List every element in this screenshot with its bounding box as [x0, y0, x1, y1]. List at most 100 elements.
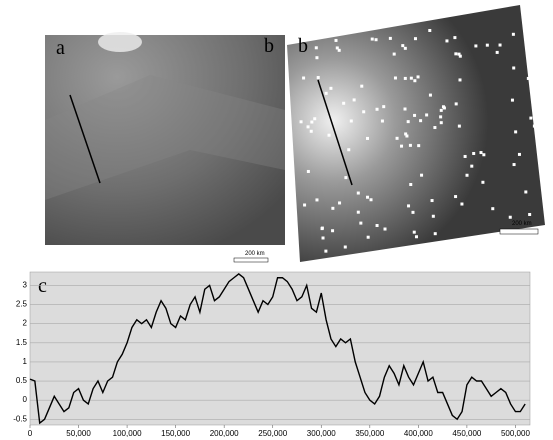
bright-dot	[353, 98, 356, 101]
bright-dot	[315, 56, 318, 59]
bright-dot	[413, 114, 416, 117]
corner-label: b	[264, 35, 274, 57]
y-tick-label: 0.5	[16, 376, 28, 385]
figure: a b 200 km b 200 km c-0.500.511.522.5305…	[0, 0, 553, 440]
x-tick-label: 500,000	[501, 429, 530, 438]
bright-dot	[382, 105, 385, 108]
bright-dot	[384, 228, 387, 231]
bright-dot	[514, 130, 517, 133]
bright-dot	[370, 198, 373, 201]
x-tick-label: 0	[28, 429, 33, 438]
bright-dot	[315, 46, 318, 49]
x-tick-label: 450,000	[452, 429, 481, 438]
bright-dot	[321, 227, 324, 230]
bright-dot	[482, 153, 485, 156]
bright-dot	[434, 232, 437, 235]
bright-dot	[389, 37, 392, 40]
panel-b: b 200 km	[287, 5, 545, 262]
bright-dot	[347, 148, 350, 151]
bright-dot	[464, 155, 467, 158]
bright-dot	[458, 125, 461, 128]
bright-dot	[439, 115, 442, 118]
bright-dot	[433, 126, 436, 129]
bright-dot	[428, 29, 431, 32]
bright-dot	[350, 119, 353, 122]
bright-dot	[367, 236, 370, 239]
x-tick-label: 100,000	[113, 429, 142, 438]
bright-dot	[344, 176, 347, 179]
bright-dot	[371, 38, 374, 41]
bright-dot	[328, 134, 331, 137]
bright-dot	[357, 192, 360, 195]
bright-dot	[496, 51, 499, 54]
bright-dot	[342, 102, 345, 105]
bright-dot	[329, 87, 332, 90]
x-tick-label: 50,000	[66, 429, 91, 438]
bright-dot	[445, 39, 448, 42]
bright-dot	[419, 119, 422, 122]
bright-dot	[360, 85, 363, 88]
plot-background	[30, 272, 530, 425]
bright-dot	[336, 46, 339, 49]
bright-dot	[394, 76, 397, 79]
bright-dot	[429, 94, 432, 97]
bright-dot	[533, 125, 536, 128]
bright-dot	[454, 195, 457, 198]
x-tick-label: 400,000	[404, 429, 433, 438]
bright-dot	[344, 246, 347, 249]
bright-dot	[411, 211, 414, 214]
bright-dot	[317, 76, 320, 79]
y-tick-label: 3	[23, 280, 28, 289]
bright-dot	[413, 79, 416, 82]
bright-dot	[420, 174, 423, 177]
bright-dot	[509, 216, 512, 219]
bright-dot	[417, 75, 420, 78]
y-tick-label: -0.5	[13, 414, 27, 423]
bright-dot	[518, 153, 521, 156]
bright-dot	[511, 99, 514, 102]
bright-dot	[303, 203, 306, 206]
bright-dot	[366, 137, 369, 140]
bright-dot	[325, 92, 328, 95]
bright-dot	[322, 236, 325, 239]
bright-dot	[528, 213, 531, 216]
x-tick-label: 250,000	[258, 429, 287, 438]
y-tick-label: 0	[23, 395, 28, 404]
bright-dot	[366, 196, 369, 199]
bright-dot	[472, 152, 475, 155]
bright-dot	[404, 77, 407, 80]
bright-dot	[527, 77, 530, 80]
x-tick-label: 200,000	[210, 429, 239, 438]
y-tick-label: 2	[23, 319, 28, 328]
bright-dot	[401, 44, 404, 47]
bright-dot	[376, 224, 379, 227]
bright-dot	[335, 39, 338, 42]
bright-dot	[396, 137, 399, 140]
bright-dot	[513, 163, 516, 166]
bright-dot	[470, 165, 473, 168]
bright-dot	[338, 201, 341, 204]
bright-spot	[98, 32, 142, 52]
bright-dot	[409, 183, 412, 186]
bright-dot	[310, 121, 313, 124]
bright-dot	[512, 66, 515, 69]
scale-bar	[500, 229, 538, 234]
bright-dot	[415, 235, 418, 238]
y-tick-label: 1.5	[16, 338, 28, 347]
bright-dot	[481, 181, 484, 184]
bright-dot	[455, 102, 458, 105]
bright-dot	[307, 170, 310, 173]
x-tick-label: 350,000	[355, 429, 384, 438]
bright-dot	[466, 174, 469, 177]
bright-dot	[512, 33, 515, 36]
scale-bar	[234, 258, 268, 262]
bright-dot	[359, 222, 362, 225]
bright-dot	[417, 144, 420, 147]
bright-dot	[474, 44, 477, 47]
page: a b 200 km b 200 km c-0.500.511.522.5305…	[0, 0, 553, 440]
bright-dot	[479, 151, 482, 154]
bright-dot	[432, 215, 435, 218]
y-tick-label: 1	[23, 357, 28, 366]
bright-dot	[440, 121, 443, 124]
bright-dot	[499, 44, 502, 47]
